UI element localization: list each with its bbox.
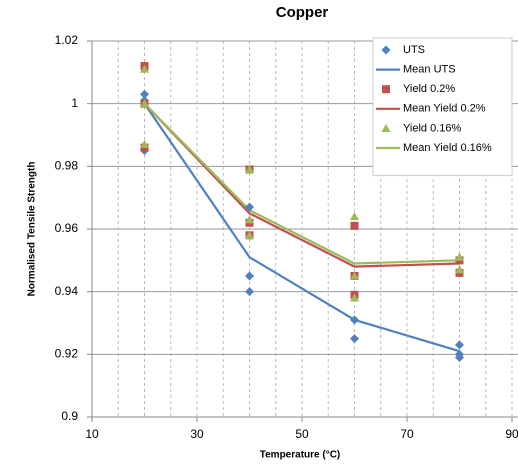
legend-label: UTS [403,44,425,56]
diamond-marker [350,334,359,344]
triangle-marker [350,211,359,221]
triangle-marker [350,271,359,280]
triangle-marker [140,139,149,148]
y-axis-title: Normalised Tensile Strength [27,162,38,297]
y-tick-label: 1 [71,96,78,110]
triangle-marker [245,164,254,174]
legend-label: Yield 0.2% [403,83,455,95]
triangle-marker [455,252,464,261]
mean-line [143,102,460,265]
legend-label: Mean Yield 0.16% [403,142,492,154]
x-tick-label: 50 [295,427,309,441]
diamond-marker [245,202,254,212]
triangle-marker [455,265,464,274]
square-marker [382,85,390,94]
diamond-marker [140,89,149,99]
x-axis-title: Temperature (°C) [260,450,341,461]
triangle-marker [245,230,254,239]
y-tick-label: 0.92 [55,347,79,361]
y-tick-label: 1.02 [55,33,79,47]
y-tick-label: 0.94 [55,284,79,298]
x-tick-label: 90 [505,427,518,441]
x-tick-label: 30 [190,427,204,441]
diamond-marker [455,340,464,350]
y-tick-label: 0.96 [55,221,79,235]
legend-label: Mean UTS [403,64,456,76]
legend-label: Yield 0.16% [403,122,462,134]
diamond-marker [455,352,464,362]
chart-title: Copper [276,4,329,21]
x-tick-label: 70 [400,427,414,441]
legend-box [372,37,513,177]
diamond-marker [381,45,391,55]
diamond-marker [350,315,359,325]
y-tick-label: 0.98 [55,159,79,173]
triangle-marker [140,99,149,108]
diamond-marker [245,287,254,297]
y-tick-label: 0.9 [61,409,78,423]
triangle-marker [381,123,391,132]
triangle-marker [140,64,149,73]
mean-line [143,103,460,353]
x-tick-label: 10 [85,427,99,441]
triangle-marker [350,293,359,302]
legend-label: Mean Yield 0.2% [403,103,486,115]
square-marker [350,221,359,230]
triangle-marker [245,215,254,224]
diamond-marker [245,271,254,281]
